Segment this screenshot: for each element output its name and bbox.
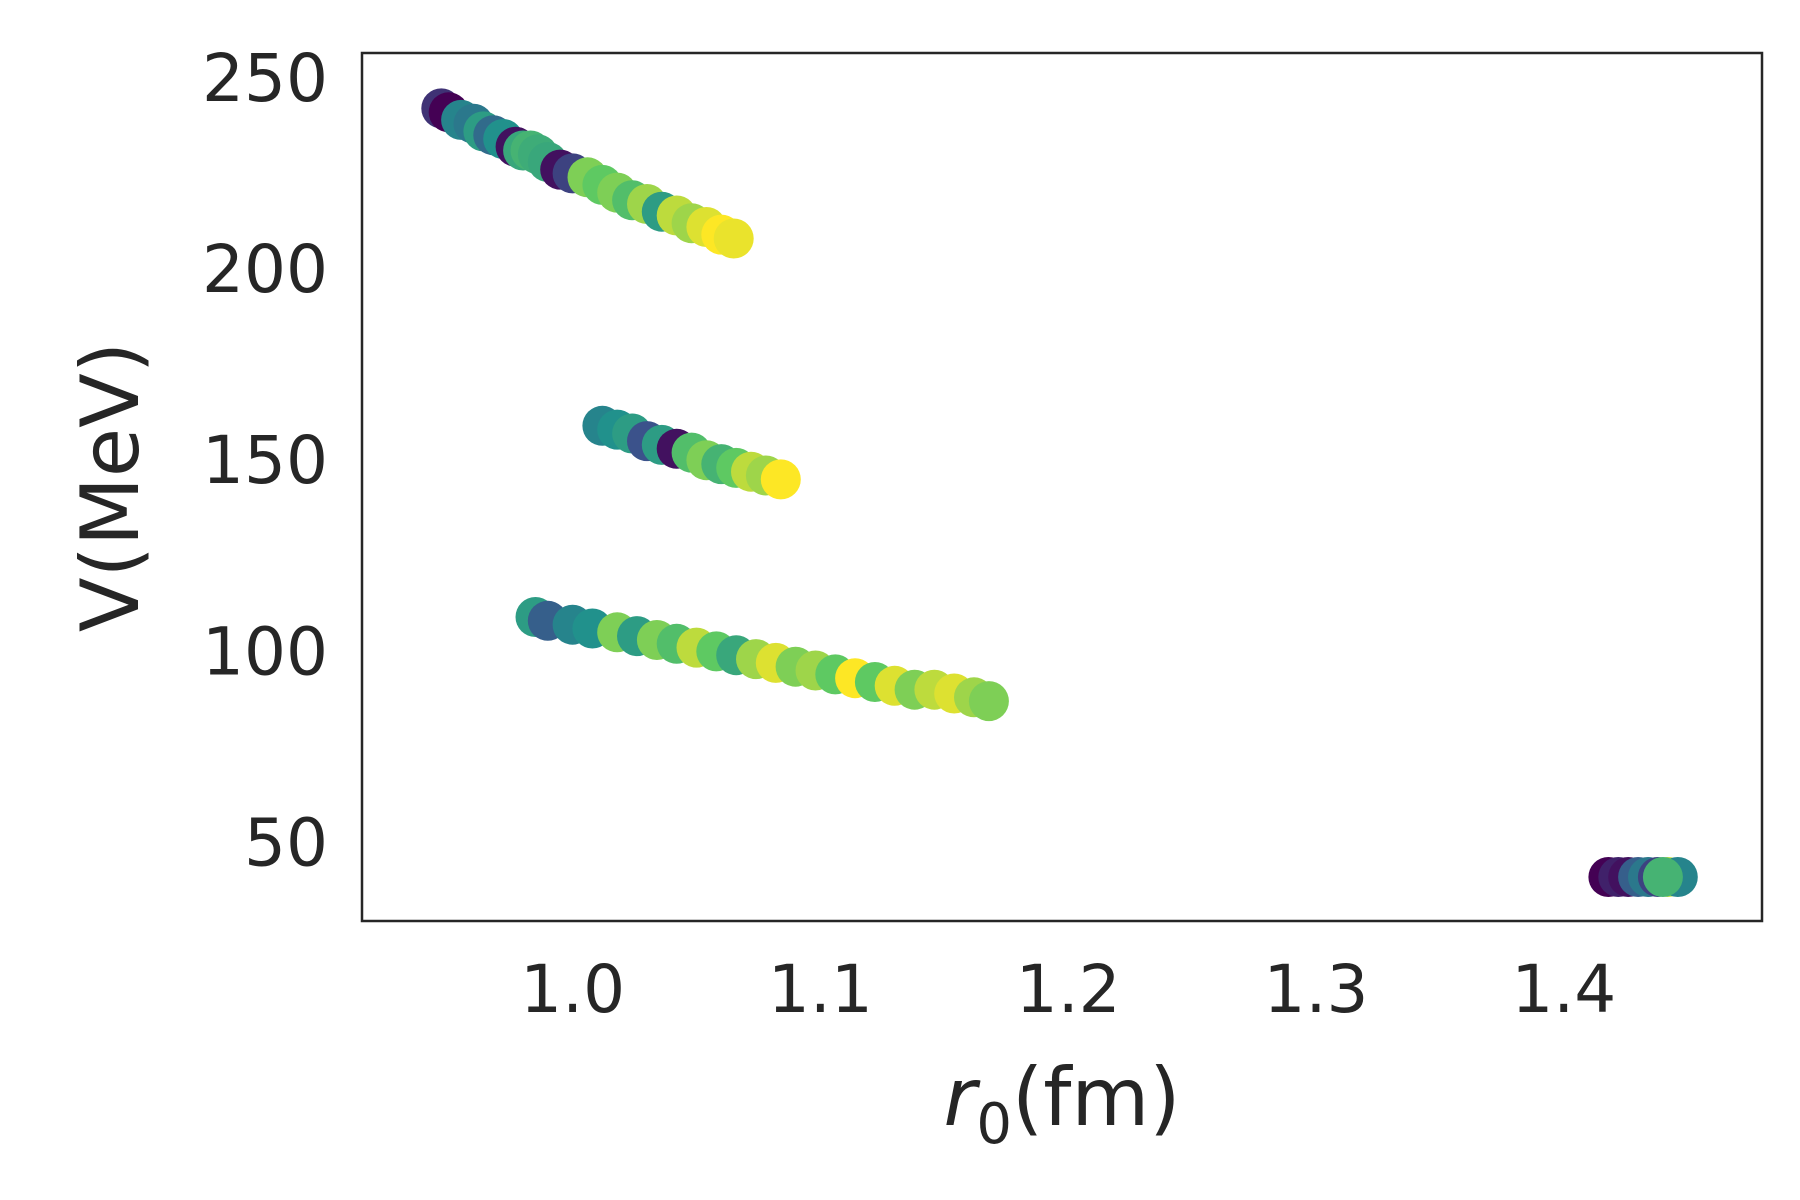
y-tick-label: 150 xyxy=(202,422,328,499)
data-points xyxy=(421,88,1698,897)
plot-frame xyxy=(360,51,1764,923)
y-axis-ticks: 50 100 150 200 250 xyxy=(202,40,328,882)
x-axis-ticks: 1.0 1.1 1.2 1.3 1.4 xyxy=(520,951,1616,1028)
x-tick-label: 1.0 xyxy=(520,951,625,1028)
y-tick-label: 200 xyxy=(202,231,328,308)
data-point xyxy=(713,218,754,259)
data-point xyxy=(968,681,1009,722)
y-tick-label: 250 xyxy=(202,40,328,117)
y-axis-label: V(MeV) xyxy=(64,342,157,632)
x-tick-label: 1.2 xyxy=(1016,951,1121,1028)
x-tick-label: 1.1 xyxy=(768,951,873,1028)
y-tick-label: 50 xyxy=(244,805,328,882)
data-point xyxy=(760,459,801,500)
x-tick-label: 1.3 xyxy=(1264,951,1369,1028)
x-tick-label: 1.4 xyxy=(1511,951,1616,1028)
data-point xyxy=(1642,857,1683,897)
x-axis-label: r0(fm) xyxy=(943,1051,1180,1157)
y-tick-label: 100 xyxy=(202,613,328,690)
